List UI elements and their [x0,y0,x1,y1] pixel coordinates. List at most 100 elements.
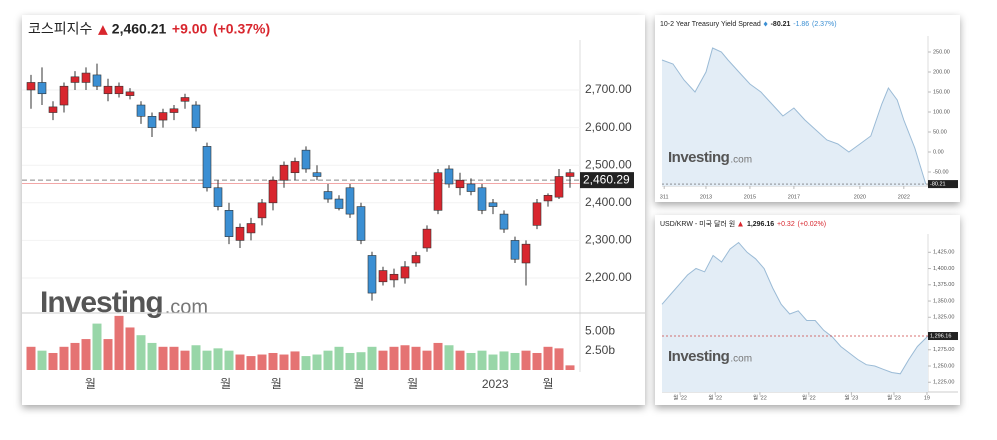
candle-body [312,172,322,177]
candle-body [257,202,267,219]
y-tick-label: 0.00 [933,149,944,155]
x-tick-label: 월 [353,377,364,391]
candle-body [477,187,487,211]
last-price-label: 1,296.16 [930,333,951,339]
volume-bar [378,350,388,370]
watermark-suffix: .com [165,296,208,318]
candle-body [114,85,124,95]
volume-bar [444,345,454,370]
candle-body [26,82,36,91]
last-price-label: -80.21 [930,182,946,188]
y-tick-label: 2,400.00 [585,195,632,209]
candle-body [554,176,564,198]
candle-body [532,202,542,226]
last-price-label: 2,460.29 [583,172,630,186]
candle-body [334,198,344,209]
y-tick-label: 2,200.00 [585,270,632,284]
volume-bar [224,350,234,370]
x-tick-label: 월 [271,377,282,391]
candle-body [268,179,278,204]
volume-bar [125,327,135,370]
volume-bar [114,315,124,370]
x-tick-label: 2013 [700,194,712,200]
candle-body [59,85,69,106]
watermark-suffix: .com [730,155,752,166]
y-tick-label: 1,375.00 [933,282,954,288]
candle-body [367,255,377,294]
up-arrow [738,221,743,227]
candle-body [565,172,575,177]
watermark: Investing [668,149,730,166]
candle-body [224,210,234,237]
y-tick-label: 2,600.00 [585,120,632,134]
x-tick-label: 2017 [788,194,800,200]
candle-body [103,85,113,95]
last-price-box [928,180,958,189]
header-change-pct: (+0.37%) [213,21,270,37]
volume-bar [136,335,146,370]
y-tick-label: 2,500.00 [585,157,632,171]
area-line [661,241,929,375]
header-change-pct: (2.37%) [812,21,837,28]
x-tick-label: 2022 [898,194,910,200]
volume-bar [499,351,509,370]
y-tick-label: 50.00 [933,129,947,135]
candle-body [433,172,443,211]
y-tick-label: 1,275.00 [933,347,954,353]
volume-bar [543,346,553,370]
candle-body [290,161,300,174]
x-tick-label: 19 [924,395,930,401]
candle-body [180,97,190,102]
candle-body [235,226,245,241]
up-arrow [98,25,108,35]
y-tick-label: 1,350.00 [933,298,954,304]
last-price-box [580,172,634,189]
volume-bar [59,346,69,370]
volume-bar [180,350,190,370]
volume-bar [323,350,333,370]
candle-body [356,206,366,241]
candle-body [521,243,531,264]
y-tick-label: 100.00 [933,109,950,115]
candle-body [411,255,421,264]
y-tick-label: 200.00 [933,69,950,75]
candle-body [301,149,311,170]
x-tick-label: 월 [85,377,96,391]
volume-bar [345,352,355,370]
candle-body [37,82,47,95]
header-price: 1,296.16 [747,221,774,228]
y-tick-label: 150.00 [933,89,950,95]
volume-bar [268,352,278,370]
volume-bar [312,354,322,370]
volume-bar [356,352,366,370]
volume-bar [477,350,487,370]
x-tick-label: 2015 [744,194,756,200]
volume-bar [48,352,58,370]
volume-bar [510,352,520,370]
y-tick-label: 250.00 [933,49,950,55]
volume-bar [488,354,498,370]
y-tick-label: 2,700.00 [585,82,632,96]
candle-body [213,187,223,207]
x-tick-label: 월 '23 [845,393,859,401]
volume-bar [389,346,399,370]
header-change: +0.32 [777,221,795,228]
candle-body [422,228,432,249]
candle-body [92,74,102,87]
x-tick-label: 월 '23 [887,393,901,401]
candle-body [400,266,410,279]
candle-body [202,146,212,189]
x-tick-label: 2023 [482,377,509,391]
y-tick-label: 1,325.00 [933,315,954,321]
volume-bar [257,354,267,370]
volume-bar [191,345,201,370]
candle-body [48,106,58,113]
x-tick-label: 월 '22 [753,393,767,401]
area-fill [662,242,928,392]
x-tick-label: 월 '22 [802,393,816,401]
volume-bar [26,346,36,370]
volume-bar [455,350,465,370]
candle-body [70,76,80,83]
y-tick-label: 1,250.00 [933,363,954,369]
volume-bar [103,339,113,370]
